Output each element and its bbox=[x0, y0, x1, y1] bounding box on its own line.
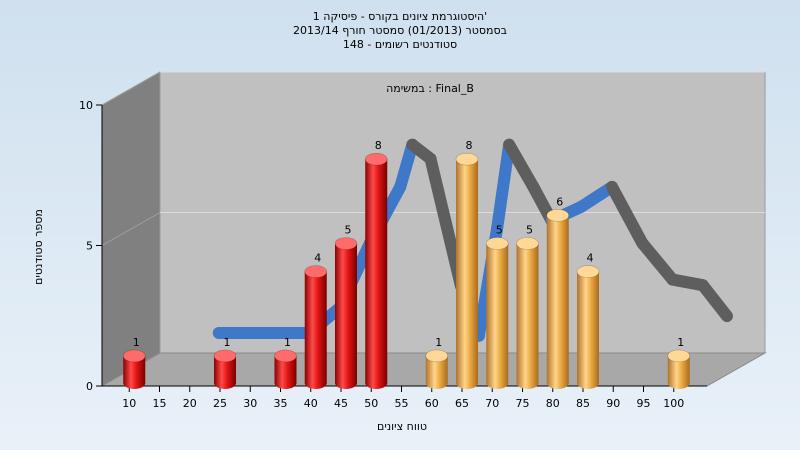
bar-top bbox=[334, 237, 358, 250]
bar-top bbox=[304, 265, 328, 278]
x-tick-label: 35 bbox=[274, 397, 288, 410]
bar bbox=[274, 349, 297, 389]
bar-body bbox=[425, 355, 448, 383]
x-tick-label: 40 bbox=[304, 397, 318, 410]
x-tick-label: 90 bbox=[606, 397, 620, 410]
chart-title-line-2: בסמסטר (01/2013) סמסטר חורף 2013/14 bbox=[293, 24, 507, 37]
bar bbox=[122, 349, 146, 389]
bar-value-label: 1 bbox=[677, 336, 684, 349]
x-tick-label: 80 bbox=[546, 397, 560, 410]
bar-value-label: 5 bbox=[496, 224, 503, 237]
assignment-label: במשימה : Final_B bbox=[386, 82, 474, 95]
data-labels: 1 1 1 4 5 8 1 8 5 5 6 4 1 bbox=[133, 139, 685, 349]
trend-segment bbox=[696, 279, 733, 323]
bar-body bbox=[456, 159, 478, 383]
x-tick-label: 100 bbox=[663, 397, 684, 410]
trend-segment bbox=[503, 138, 540, 193]
x-tick-label: 60 bbox=[425, 397, 439, 410]
bar-value-label: 8 bbox=[466, 139, 473, 152]
bar bbox=[425, 349, 449, 389]
bar-value-label: 6 bbox=[556, 195, 563, 208]
bar-top bbox=[364, 152, 388, 166]
x-tick-label: 45 bbox=[334, 397, 348, 410]
trend-segment bbox=[394, 138, 419, 193]
x-tick-label: 85 bbox=[576, 397, 590, 410]
bar-value-label: 4 bbox=[314, 252, 321, 265]
x-tick-label: 10 bbox=[122, 397, 136, 410]
bars bbox=[122, 152, 691, 389]
x-tick-label: 15 bbox=[153, 397, 167, 410]
y-tick-label: 10 bbox=[79, 99, 93, 112]
bar-top bbox=[122, 349, 146, 363]
y-tick-label: 0 bbox=[86, 380, 93, 393]
bar-top bbox=[667, 349, 691, 363]
bar-top bbox=[455, 152, 479, 166]
y-axis-label: מספר סטודנטים bbox=[32, 209, 45, 285]
bar-top bbox=[485, 237, 509, 250]
x-axis-label: טווח ציונים bbox=[377, 420, 427, 433]
x-tick-label: 75 bbox=[516, 397, 530, 410]
trend-segment bbox=[606, 180, 649, 250]
bar-body bbox=[365, 159, 388, 383]
chart-title-line-1: היסטוגרמת ציונים בקורס - פיסיקה 1' bbox=[313, 10, 487, 23]
x-tick-label: 30 bbox=[243, 397, 257, 410]
bar-top bbox=[576, 265, 600, 278]
bar-body bbox=[667, 355, 690, 383]
chart-title-line-3: סטודנטים רשומים - 148 bbox=[343, 38, 457, 51]
x-axis: 10 15 20 25 30 35 40 45 50 55 60 65 70 75 80 85 90 95 100 bbox=[102, 385, 707, 410]
bar-body bbox=[577, 271, 599, 383]
bar bbox=[576, 265, 600, 389]
x-tick-label: 25 bbox=[213, 397, 227, 410]
bar bbox=[334, 237, 358, 389]
trend-segment bbox=[491, 138, 516, 235]
gridline bbox=[101, 212, 161, 246]
bar-body bbox=[546, 215, 569, 383]
bar bbox=[304, 265, 328, 389]
bar-body bbox=[274, 355, 297, 383]
bar-top bbox=[516, 237, 539, 250]
bar-value-label: 8 bbox=[375, 139, 382, 152]
bar-value-label: 1 bbox=[133, 336, 140, 349]
x-tick-label: 55 bbox=[395, 397, 409, 410]
bar bbox=[455, 152, 479, 389]
bar-body bbox=[304, 271, 327, 383]
bar-body bbox=[486, 243, 509, 383]
bar bbox=[485, 237, 509, 389]
bar bbox=[667, 349, 691, 389]
x-tick-label: 95 bbox=[637, 397, 651, 410]
bar-value-label: 5 bbox=[526, 224, 533, 237]
bar-value-label: 1 bbox=[224, 336, 231, 349]
bar-body bbox=[123, 355, 146, 383]
bar-top bbox=[274, 349, 297, 363]
bar bbox=[213, 349, 237, 389]
bar-value-label: 1 bbox=[435, 336, 442, 349]
x-tick-label: 20 bbox=[183, 397, 197, 410]
bar-value-label: 4 bbox=[587, 252, 594, 265]
y-axis: 0 5 10 bbox=[79, 99, 103, 393]
trend-segment bbox=[424, 152, 467, 292]
bar-top bbox=[425, 349, 449, 363]
gridline bbox=[101, 71, 161, 106]
bar-top bbox=[546, 209, 570, 222]
bar-body bbox=[516, 243, 539, 383]
x-tick-label: 50 bbox=[364, 397, 378, 410]
x-tick-label: 70 bbox=[485, 397, 499, 410]
x-tick-label: 65 bbox=[455, 397, 469, 410]
trend-segment bbox=[636, 237, 679, 286]
y-tick-label: 5 bbox=[86, 240, 93, 253]
bar-value-label: 5 bbox=[345, 224, 352, 237]
bar-body bbox=[335, 243, 357, 383]
bar bbox=[516, 237, 539, 389]
bar-body bbox=[214, 355, 236, 383]
bar bbox=[546, 209, 570, 389]
bar-value-label: 1 bbox=[284, 336, 291, 349]
bar-top bbox=[213, 349, 237, 363]
bar bbox=[364, 152, 388, 389]
